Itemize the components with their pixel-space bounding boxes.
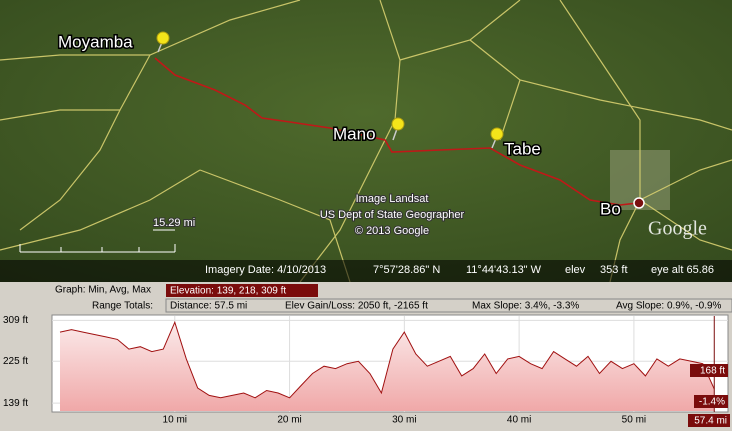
range-totals: Range Totals: — [92, 301, 153, 312]
y-tick-label: 225 ft — [3, 356, 28, 367]
avg-slope: Avg Slope: 0.9%, -0.9% — [616, 301, 722, 312]
cursor-distance: 57.4 mi — [694, 416, 727, 427]
imagery-date: Imagery Date: 4/10/2013 — [205, 264, 326, 276]
cursor-distance-box — [688, 414, 730, 427]
roads — [0, 0, 732, 283]
distance: Distance: 57.5 mi — [170, 301, 247, 312]
place-label[interactable]: Moyamba — [57, 31, 135, 53]
y-tick-label: 139 ft — [3, 398, 28, 409]
x-tick-label: 20 mi — [277, 415, 301, 426]
route — [154, 57, 639, 206]
cursor-elevation-box — [690, 364, 728, 377]
cursor-slope: -1.4% — [699, 397, 725, 408]
cursor-slope-box — [694, 395, 728, 408]
totals-box — [165, 298, 732, 313]
x-tick-label: 50 mi — [622, 415, 646, 426]
imagery-credit: © 2013 Google — [355, 225, 429, 237]
place-label[interactable]: Bo — [599, 198, 623, 220]
elevation-area — [60, 322, 715, 411]
max-slope: Max Slope: 3.4%, -3.3% — [472, 301, 579, 312]
imagery-credit: Image Landsat — [356, 193, 429, 205]
x-tick-label: 30 mi — [392, 415, 416, 426]
eye-alt: eye alt 65.86 — [651, 264, 714, 276]
elevation-stats: Elevation: 139, 218, 309 ft — [170, 286, 286, 297]
cursor-elevation: 168 ft — [700, 366, 725, 377]
latitude: 7°57'28.86" N — [373, 264, 440, 276]
scale-bar — [19, 229, 176, 253]
elevation-line — [59, 320, 715, 399]
gain-loss: Elev Gain/Loss: 2050 ft, -2165 ft — [285, 301, 428, 312]
longitude: 11°44'43.13" W — [466, 264, 542, 276]
x-tick-label: 40 mi — [507, 415, 531, 426]
imagery-credit: US Dept of State Geographer — [320, 209, 465, 221]
pins — [156, 31, 645, 209]
logo: Google — [648, 218, 707, 240]
elevation-box — [166, 284, 318, 297]
elev-label: elev — [565, 264, 586, 276]
elev: 353 ft — [600, 264, 628, 276]
graph-label: Graph: Min, Avg, Max — [55, 285, 151, 296]
status-bar — [0, 260, 732, 282]
x-tick-label: 10 mi — [163, 415, 187, 426]
scale-label: 15.29 mi — [153, 217, 195, 229]
y-tick-label: 309 ft — [3, 315, 28, 326]
place-label[interactable]: Tabe — [503, 138, 543, 160]
place-label[interactable]: Mano — [332, 123, 378, 145]
satellite-map[interactable] — [0, 0, 732, 282]
